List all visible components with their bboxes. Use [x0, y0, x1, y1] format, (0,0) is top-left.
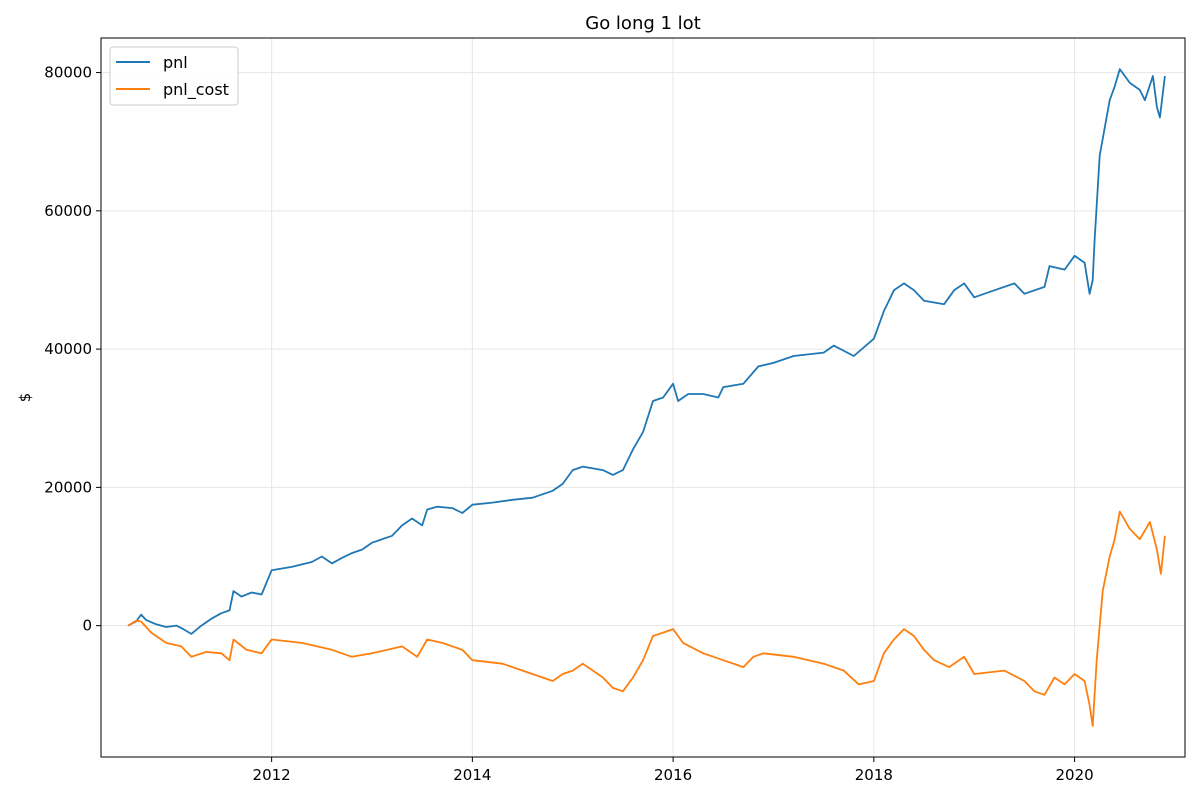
x-tick-label: 2018 — [855, 766, 893, 784]
series-layer — [127, 68, 1166, 727]
x-tick-label: 2016 — [654, 766, 692, 784]
y-tick-label: 80000 — [44, 64, 92, 82]
y-tick-label: 40000 — [44, 340, 92, 358]
x-tick-label: 2014 — [453, 766, 491, 784]
chart-title: Go long 1 lot — [585, 13, 701, 34]
y-axis: 0 20000 40000 60000 80000 — [44, 64, 101, 635]
x-grid — [271, 38, 1076, 757]
series-line-pnl — [127, 68, 1166, 635]
y-grid — [101, 72, 1185, 627]
x-tick-label: 2012 — [253, 766, 291, 784]
y-tick-label: 60000 — [44, 202, 92, 220]
y-tick-label: 20000 — [44, 478, 92, 496]
series-line-pnl-cost — [127, 510, 1166, 727]
y-axis-label: $ — [16, 393, 34, 403]
y-tick-label: 0 — [82, 617, 92, 635]
x-axis: 2012 2014 2016 2018 2020 — [253, 757, 1094, 784]
plot-frame — [100, 37, 1186, 758]
legend: pnl pnl_cost — [109, 46, 239, 106]
legend-label-pnl-cost: pnl_cost — [163, 80, 229, 100]
x-tick-label: 2020 — [1055, 766, 1093, 784]
legend-label-pnl: pnl — [163, 53, 188, 72]
